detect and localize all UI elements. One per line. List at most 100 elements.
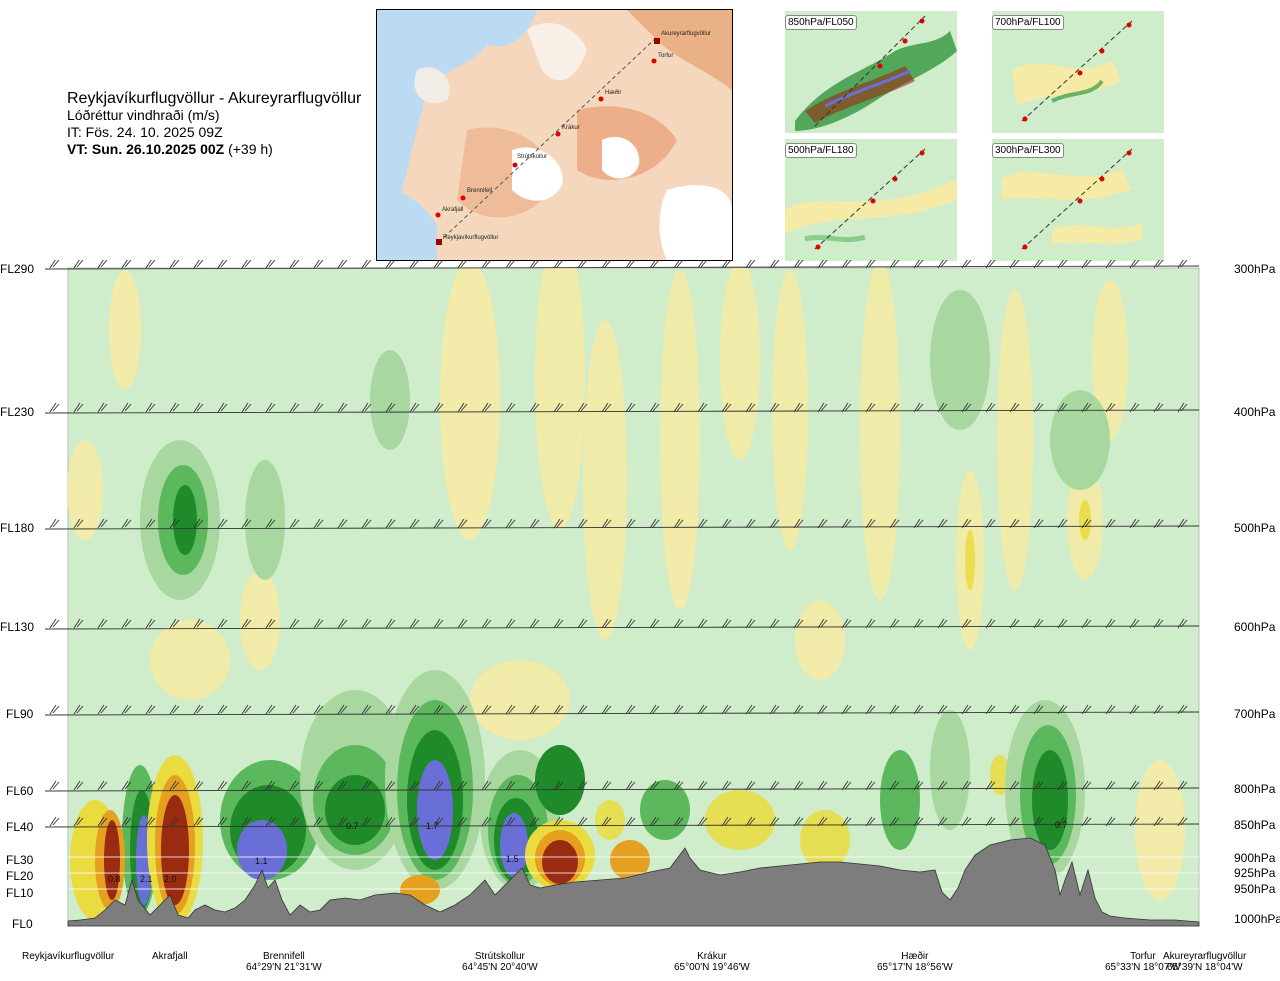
wind-barb [457, 816, 468, 827]
wind-barb [889, 402, 900, 413]
wind-barb [1081, 704, 1092, 715]
wind-barb [481, 518, 492, 529]
wind-barb [937, 704, 948, 715]
y-left-tick: FL20 [6, 869, 34, 883]
wind-barb [769, 704, 780, 715]
route-map-svg: Akureyrarflugvöllur Torfur Hæðir Krákur … [377, 10, 732, 260]
wind-barb [169, 780, 180, 791]
wind-barb [721, 780, 732, 791]
wind-barb [121, 618, 132, 629]
wind-barbs [44, 260, 1200, 828]
wind-barb [673, 704, 684, 715]
route-title: Reykjavíkurflugvöllur - Akureyrarflugvöl… [67, 90, 362, 107]
wind-barb [289, 780, 300, 791]
wind-barb [817, 518, 828, 529]
y-left-tick: FL230 [0, 405, 35, 419]
wind-barb [625, 402, 636, 413]
wind-barb [649, 618, 660, 629]
route-map: Akureyrarflugvöllur Torfur Hæðir Krákur … [376, 9, 733, 261]
wind-barb [1009, 518, 1020, 529]
wind-barb [913, 260, 924, 269]
wind-barb [937, 260, 948, 269]
wind-barb [481, 618, 492, 629]
wind-barb [433, 518, 444, 529]
map-label-torfur: Torfur [658, 53, 673, 59]
wind-barb [1177, 518, 1188, 529]
wind-barb [361, 518, 372, 529]
wind-barb [481, 704, 492, 715]
wind-barb [289, 704, 300, 715]
wind-barb [265, 780, 276, 791]
y-right-tick: 300hPa [1234, 262, 1276, 276]
wind-barb [49, 402, 60, 413]
wind-barb [625, 816, 636, 827]
wind-barb [769, 780, 780, 791]
wind-barb [481, 816, 492, 827]
wind-barb [361, 618, 372, 629]
wind-barb [1009, 704, 1020, 715]
value-label: 2.1 [140, 874, 153, 884]
wind-barb [217, 816, 228, 827]
wind-barb [793, 780, 804, 791]
wind-barb [505, 704, 516, 715]
wind-barb [1081, 780, 1092, 791]
wind-barb [697, 816, 708, 827]
wind-barb [361, 704, 372, 715]
wind-barb [1057, 518, 1068, 529]
wind-barb [601, 618, 612, 629]
wind-barb [721, 618, 732, 629]
wind-barb [673, 402, 684, 413]
wind-barb [697, 402, 708, 413]
wind-barb [769, 816, 780, 827]
wind-barb [385, 518, 396, 529]
wind-barb [505, 816, 516, 827]
map-label-krakur: Krákur [562, 125, 580, 131]
chart-title-block: Reykjavíkurflugvöllur - Akureyrarflugvöl… [67, 90, 361, 158]
wind-barb [1129, 780, 1140, 791]
wind-barb [385, 402, 396, 413]
wind-barb [49, 518, 60, 529]
thumbnail-700hpa[interactable]: 700hPa/FL100 [992, 11, 1164, 133]
wind-barb [409, 518, 420, 529]
wind-barb [97, 402, 108, 413]
wind-barb [1081, 260, 1092, 269]
wind-barb [865, 518, 876, 529]
wind-barb [145, 704, 156, 715]
variable-title: Lóðréttur vindhraði (m/s) [67, 107, 220, 123]
waypoint-label: Torfur 65°33'N 18°07'W [1105, 951, 1181, 973]
wind-barb [1105, 816, 1116, 827]
thumbnail-850hpa[interactable]: 850hPa/FL050 [785, 11, 957, 133]
wind-barb [601, 816, 612, 827]
barb-row [44, 787, 1200, 792]
thumbnail-500hpa[interactable]: 500hPa/FL180 [785, 139, 957, 261]
wind-barb [529, 518, 540, 529]
wind-barb [817, 816, 828, 827]
wind-barb [697, 260, 708, 269]
downdraft-cores [70, 755, 650, 925]
wind-barb [265, 618, 276, 629]
thumbnail-300hpa-svg [992, 139, 1164, 261]
wind-barb [625, 618, 636, 629]
wind-barb [313, 518, 324, 529]
wind-barb [721, 260, 732, 269]
wind-barb [193, 704, 204, 715]
wind-barb [313, 618, 324, 629]
wind-barb [241, 780, 252, 791]
wind-barb [265, 518, 276, 529]
wind-barb [745, 402, 756, 413]
wind-barb [961, 816, 972, 827]
wind-barb [1129, 260, 1140, 269]
issue-time: IT: Fös. 24. 10. 2025 09Z [67, 124, 223, 140]
thumbnail-300hpa[interactable]: 300hPa/FL300 [992, 139, 1164, 261]
valid-time: VT: Sun. 26.10.2025 00Z (+39 h) [67, 141, 361, 158]
wind-barb [745, 780, 756, 791]
wind-barb [1177, 260, 1188, 269]
wind-barb [241, 618, 252, 629]
wind-barb [961, 260, 972, 269]
wind-barb [457, 704, 468, 715]
y-right-tick: 925hPa [1234, 866, 1276, 880]
wind-barb [841, 518, 852, 529]
wind-barb [841, 402, 852, 413]
wind-barb [1081, 816, 1092, 827]
wind-barb [625, 780, 636, 791]
